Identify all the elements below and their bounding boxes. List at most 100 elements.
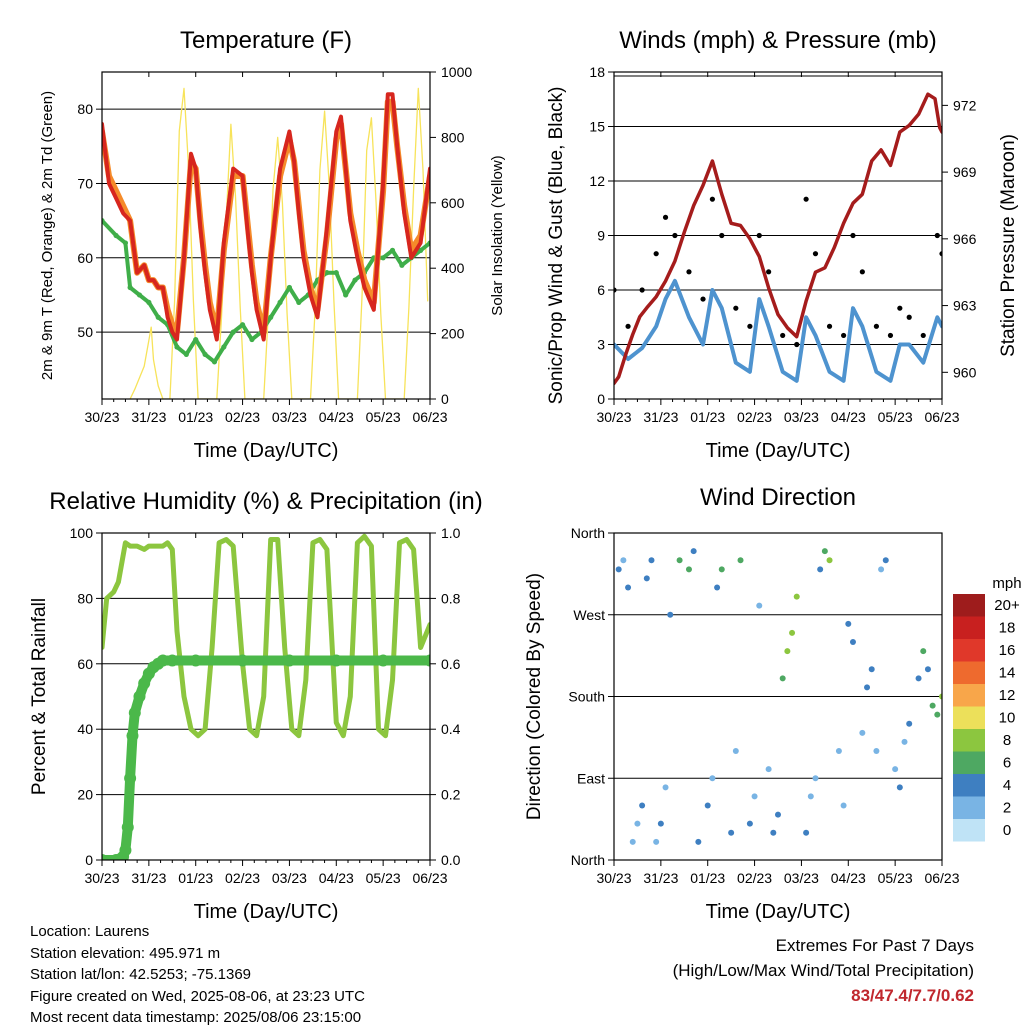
colorbar-swatch	[953, 684, 985, 707]
direction-point	[859, 729, 866, 736]
y-tick-label: North	[571, 852, 605, 868]
direction-point	[667, 611, 674, 618]
y-tick-label: 9	[597, 228, 605, 244]
gust-point	[939, 251, 942, 257]
dewpoint-point	[211, 359, 218, 365]
dewpoint-point	[343, 292, 349, 298]
dewpoint-point	[333, 270, 339, 276]
colorbar-swatch	[953, 751, 985, 774]
colorbar-label: 20+	[994, 597, 1020, 614]
x-tick-label: 31/23	[131, 870, 166, 886]
gust-point	[850, 232, 856, 239]
dewpoint-point	[113, 232, 119, 239]
extremes-subtitle: (High/Low/Max Wind/Total Precipitation)	[672, 961, 974, 980]
direction-point	[625, 584, 632, 591]
dewpoint-point	[183, 351, 189, 358]
y-tick-label: East	[577, 770, 605, 786]
direction-point	[878, 566, 885, 573]
direction-point	[868, 666, 875, 673]
colorbar-label: 16	[999, 642, 1016, 659]
colorbar-swatch	[953, 616, 985, 639]
gust-point	[826, 323, 833, 329]
x-tick-label: 31/23	[643, 870, 678, 886]
y2-tick-label: 0.4	[441, 721, 461, 737]
precip-point	[126, 729, 139, 742]
gust-point	[639, 287, 645, 293]
x-tick-label: 04/23	[319, 409, 354, 425]
extremes-title: Extremes For Past 7 Days	[775, 936, 974, 955]
precip-point	[138, 677, 151, 690]
direction-point	[789, 629, 796, 636]
x-tick-label: 02/23	[225, 870, 260, 886]
colorbar-label: 0	[1003, 822, 1011, 839]
direction-point	[826, 557, 833, 564]
precip-point	[119, 844, 132, 857]
gust-point	[733, 305, 739, 311]
chart-title: Temperature (F)	[180, 27, 352, 54]
pressure-line	[614, 92, 942, 386]
latlon-text: Station lat/lon: 42.5253; -75.1369	[30, 966, 252, 983]
dewpoint-point	[136, 292, 143, 298]
plot-frame	[613, 532, 943, 861]
y-tick-label: South	[568, 689, 605, 705]
x-axis-label: Time (Day/UTC)	[194, 901, 339, 923]
x-tick-label: 05/23	[366, 409, 401, 425]
y2-tick-label: 200	[441, 326, 465, 342]
dewpoint-point	[155, 314, 161, 320]
gust-point	[719, 232, 725, 239]
x-tick-label: 30/23	[84, 870, 119, 886]
x-tick-label: 30/23	[596, 870, 631, 886]
direction-point	[901, 738, 908, 745]
colorbar-label: 12	[999, 687, 1016, 704]
dewpoint-point	[193, 336, 199, 343]
direction-point	[765, 766, 772, 773]
dewpoint-point	[418, 247, 424, 253]
colorbar-label: 18	[999, 620, 1016, 637]
x-tick-label: 01/23	[690, 870, 725, 886]
precip-point	[424, 654, 430, 667]
y2-tick-label: 0.8	[441, 590, 461, 606]
dewpoint-point	[389, 247, 396, 253]
direction-point	[685, 566, 692, 573]
y-axis-label: Percent & Total Rainfall	[29, 598, 50, 795]
x-tick-label: 30/23	[596, 409, 631, 425]
x-tick-label: 02/23	[225, 409, 260, 425]
colorbar-label: 6	[1003, 755, 1011, 772]
direction-point	[924, 666, 931, 673]
x-axis-label: Time (Day/UTC)	[194, 440, 339, 462]
colorbar-swatch	[953, 729, 985, 752]
direction-point	[704, 802, 711, 809]
x-tick-label: 30/23	[84, 409, 119, 425]
x-axis-label: Time (Day/UTC)	[706, 901, 851, 923]
y2-axis-label: Station Pressure (Maroon)	[998, 134, 1019, 357]
direction-point	[615, 566, 622, 573]
direction-point	[737, 557, 744, 564]
gust-point	[897, 305, 903, 311]
gust-point	[653, 251, 659, 257]
elevation-text: Station elevation: 495.971 m	[30, 944, 221, 962]
x-tick-label: 01/23	[178, 409, 213, 425]
direction-point	[770, 829, 777, 836]
gust-point	[686, 269, 692, 275]
plot-frame	[613, 71, 943, 400]
gust-point	[859, 269, 865, 275]
x-tick-label: 02/23	[737, 870, 772, 886]
gust-point	[906, 314, 912, 320]
direction-point	[714, 584, 721, 591]
direction-point	[873, 748, 880, 754]
dewpoint-point	[380, 255, 386, 261]
direction-point	[845, 620, 852, 627]
gust-point	[766, 269, 772, 275]
y-tick-label: 40	[77, 721, 93, 737]
y2-tick-label: 963	[953, 298, 977, 314]
y-tick-label: 0	[85, 852, 93, 868]
gust-point	[662, 214, 669, 220]
colorbar-swatch	[953, 706, 985, 729]
y-tick-label: 18	[589, 64, 605, 80]
direction-point	[812, 775, 819, 782]
precip-point	[283, 654, 296, 667]
location-text: Location: Laurens	[30, 923, 150, 940]
dewpoint-point	[286, 284, 293, 291]
gust-point	[803, 196, 809, 202]
